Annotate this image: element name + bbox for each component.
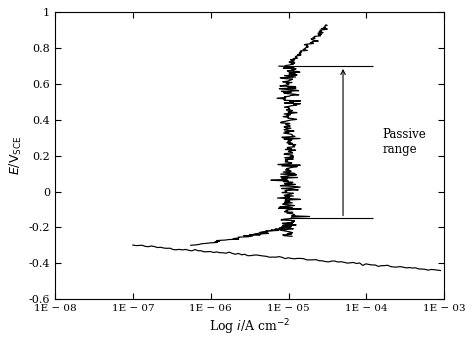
Y-axis label: $E$/$\mathrm{V}_{\mathrm{SCE}}$: $E$/$\mathrm{V}_{\mathrm{SCE}}$ (9, 136, 25, 175)
Text: Passive
range: Passive range (383, 128, 426, 156)
X-axis label: Log $i$/A cm$^{-2}$: Log $i$/A cm$^{-2}$ (209, 317, 291, 337)
